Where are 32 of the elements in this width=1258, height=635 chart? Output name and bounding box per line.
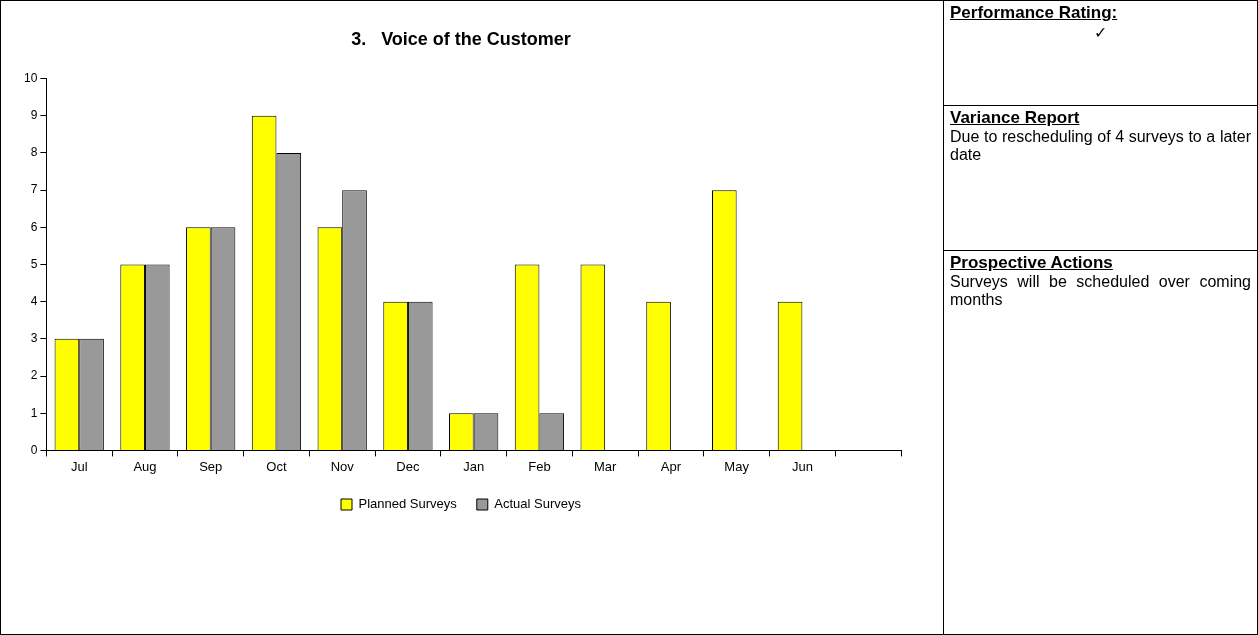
x-tick-label: Feb (528, 458, 551, 474)
x-tick-label: Nov (330, 458, 355, 474)
legend-label: Actual Surveys (494, 496, 582, 512)
y-tick-label: 9 (30, 108, 38, 123)
x-tick-label: Jan (463, 458, 485, 474)
y-tick-label: 7 (30, 182, 38, 197)
y-tick-label: 1 (30, 405, 38, 420)
chart-title: 3. Voice of the Customer (351, 28, 571, 49)
x-tick-label: Dec (396, 458, 420, 474)
x-tick-label: Jun (791, 458, 813, 474)
x-tick-label: Jul (70, 458, 88, 474)
y-tick-label: 5 (30, 256, 38, 271)
x-tick-label: Apr (660, 458, 682, 474)
y-tick-label: 6 (30, 219, 38, 234)
text: Variance Report (950, 108, 1081, 128)
x-tick-label: Aug (133, 458, 157, 474)
text: Due to rescheduling of 4 surveys to a later date (950, 128, 1251, 164)
y-tick-label: 10 (23, 70, 38, 85)
text: Performance Rating: (950, 3, 1119, 23)
y-tick-label: 3 (30, 331, 38, 346)
x-tick-label: May (724, 458, 750, 474)
text: Surveys will be scheduled over coming months (950, 273, 1251, 309)
legend-label: Planned Surveys (358, 496, 458, 512)
x-tick-label: Oct (266, 458, 287, 474)
y-tick-label: 8 (30, 145, 38, 160)
y-tick-label: 4 (30, 293, 38, 308)
y-tick-label: 0 (30, 442, 38, 457)
x-tick-label: Mar (593, 458, 618, 474)
y-tick-label: 2 (30, 368, 38, 383)
text: Prospective Actions (950, 253, 1114, 273)
x-tick-label: Sep (199, 458, 223, 474)
text: ✓ (1093, 23, 1108, 42)
